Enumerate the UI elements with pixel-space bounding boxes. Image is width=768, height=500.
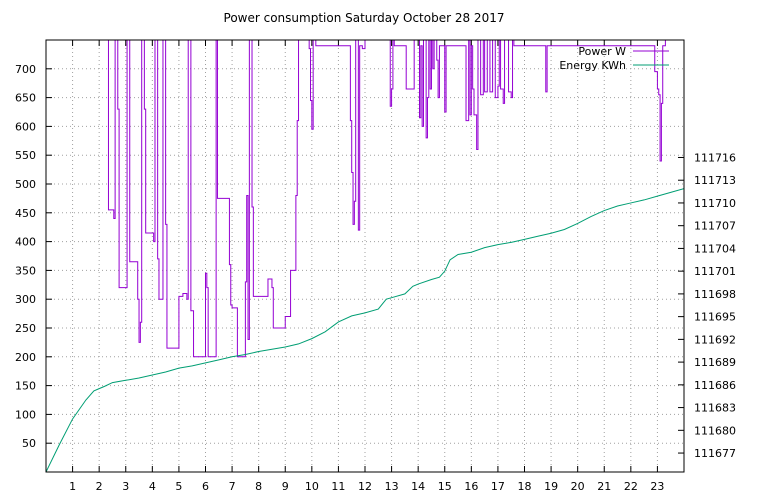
- x-tick-label: 19: [544, 480, 558, 493]
- x-tick-label: 17: [491, 480, 505, 493]
- y-tick-label: 150: [15, 380, 36, 393]
- x-tick-label: 22: [624, 480, 638, 493]
- y-tick-label: 500: [15, 178, 36, 191]
- x-tick-label: 18: [518, 480, 532, 493]
- y-tick-label: 400: [15, 236, 36, 249]
- x-tick-label: 4: [149, 480, 156, 493]
- x-tick-label: 11: [331, 480, 345, 493]
- y2-tick-label: 111710: [694, 197, 736, 210]
- x-tick-label: 2: [96, 480, 103, 493]
- x-tick-label: 12: [358, 480, 372, 493]
- x-tick-label: 10: [305, 480, 319, 493]
- y-tick-label: 250: [15, 322, 36, 335]
- x-tick-label: 14: [411, 480, 425, 493]
- x-tick-label: 13: [385, 480, 399, 493]
- y-tick-label: 600: [15, 120, 36, 133]
- y2-tick-label: 111689: [694, 356, 736, 369]
- power-series-line: [107, 40, 666, 358]
- x-tick-label: 3: [122, 480, 129, 493]
- y-tick-label: 700: [15, 63, 36, 76]
- y2-tick-label: 111701: [694, 265, 736, 278]
- y2-tick-label: 111692: [694, 333, 736, 346]
- chart-title: Power consumption Saturday October 28 20…: [224, 11, 505, 25]
- y2-tick-label: 111716: [694, 151, 736, 164]
- y2-tick-label: 111707: [694, 220, 736, 233]
- y2-tick-label: 111713: [694, 174, 736, 187]
- axes: 1 2 3 4 5 6 7 8 9 10 11 12 13 14 15 16 17 18 19 20 21 22 23501…: [15, 40, 736, 493]
- x-tick-label: 20: [571, 480, 585, 493]
- y-tick-label: 650: [15, 92, 36, 105]
- x-tick-label: 6: [202, 480, 209, 493]
- y2-tick-label: 111680: [694, 424, 736, 437]
- y2-tick-label: 111683: [694, 402, 736, 415]
- y-tick-label: 350: [15, 264, 36, 277]
- legend-label: Power W: [578, 45, 626, 58]
- y-tick-label: 200: [15, 351, 36, 364]
- grid-lines: [46, 40, 684, 472]
- y-tick-label: 550: [15, 149, 36, 162]
- y2-tick-label: 111704: [694, 242, 736, 255]
- energy-series-line: [46, 188, 684, 472]
- y-tick-label: 300: [15, 293, 36, 306]
- x-tick-label: 21: [597, 480, 611, 493]
- series-layer: [46, 40, 684, 472]
- y2-tick-label: 111686: [694, 379, 736, 392]
- x-tick-label: 16: [464, 480, 478, 493]
- x-tick-label: 1: [69, 480, 76, 493]
- x-tick-label: 15: [438, 480, 452, 493]
- legend-label: Energy KWh: [559, 59, 626, 72]
- plot-frame: [45, 39, 685, 473]
- y-tick-label: 100: [15, 408, 36, 421]
- x-tick-label: 7: [229, 480, 236, 493]
- y2-tick-label: 111677: [694, 447, 736, 460]
- x-tick-label: 23: [650, 480, 664, 493]
- y-tick-label: 450: [15, 207, 36, 220]
- x-tick-label: 5: [175, 480, 182, 493]
- x-tick-label: 8: [255, 480, 262, 493]
- y2-tick-label: 111695: [694, 311, 736, 324]
- y2-tick-label: 111698: [694, 288, 736, 301]
- y-tick-label: 50: [22, 437, 36, 450]
- x-tick-label: 9: [282, 480, 289, 493]
